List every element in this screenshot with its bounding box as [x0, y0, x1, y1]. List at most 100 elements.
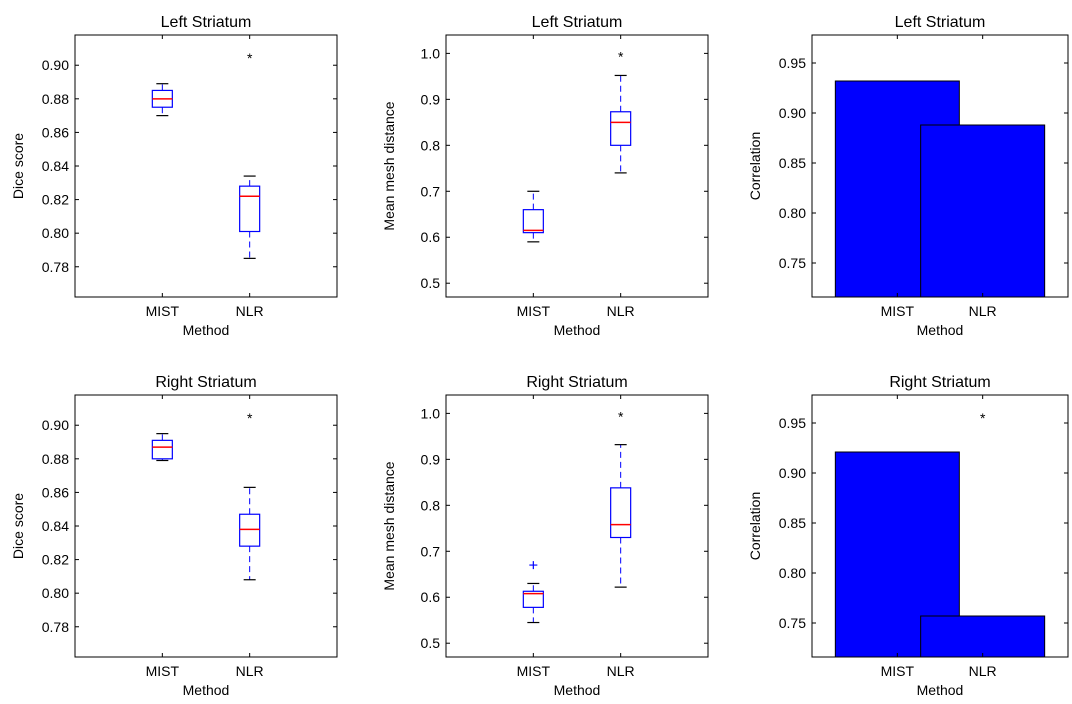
bar-nlr [920, 124, 1046, 298]
y-tick-label: 0.8 [421, 497, 441, 513]
y-tick-label: 0.90 [779, 465, 806, 481]
y-tick-label: 0.75 [779, 615, 806, 631]
significance-star: * [247, 410, 253, 426]
y-tick-label: 0.86 [42, 484, 69, 500]
subplot-3: 0.75 0.80 0.85 0.90 0.95 MIST NLR Left Striatum… [747, 14, 1069, 338]
iqr-box [239, 185, 261, 233]
axes-frame [74, 394, 338, 658]
boxplot-nlr [239, 175, 261, 259]
y-tick-label: 0.84 [42, 518, 69, 534]
boxplot-mist [151, 83, 173, 117]
y-tick-label: 0.6 [421, 229, 441, 245]
x-tick-label: NLR [607, 303, 635, 319]
y-tick-label: 0.86 [42, 124, 69, 140]
boxplot-mist [151, 433, 173, 462]
y-tick-label: 0.88 [42, 91, 69, 107]
y-tick-label: 0.84 [42, 158, 69, 174]
x-tick-label: NLR [969, 663, 997, 679]
significance-star: * [618, 48, 624, 64]
x-axis-label: Method [917, 322, 964, 338]
axes-frame [811, 394, 1069, 658]
subplot-1: 0.78 0.80 0.82 0.84 0.86 0.88 0.90 MIST NLR * Left… [10, 14, 338, 338]
iqr-box [522, 590, 544, 608]
significance-star: * [247, 50, 253, 66]
y-tick-label: 0.5 [421, 275, 441, 291]
outlier-marker [529, 561, 538, 570]
boxplot-nlr [239, 486, 261, 581]
y-axis-label: Correlation [747, 492, 763, 560]
subplot-5: 0.5 0.6 0.7 0.8 0.9 1.0 MIST NLR * Right Striatum… [381, 374, 709, 698]
y-tick-label: 0.80 [42, 225, 69, 241]
subplot-2: 0.5 0.6 0.7 0.8 0.9 1.0 MIST NLR * Left Striatum M… [381, 14, 709, 338]
x-tick-label: MIST [881, 303, 915, 319]
y-tick-label: 0.6 [421, 589, 441, 605]
y-tick-label: 0.75 [779, 255, 806, 271]
x-axis-label: Method [554, 322, 601, 338]
y-tick-label: 0.78 [42, 259, 69, 275]
y-tick-label: 1.0 [421, 405, 441, 421]
subplot-4: 0.78 0.80 0.82 0.84 0.86 0.88 0.90 MIST NLR * Righ… [10, 374, 338, 698]
y-tick-label: 0.90 [42, 417, 69, 433]
y-tick-label: 0.85 [779, 155, 806, 171]
y-tick-label: 0.88 [42, 451, 69, 467]
x-axis-label: Method [183, 682, 230, 698]
boxplot-mist [522, 561, 544, 624]
axes-frame [445, 394, 709, 658]
x-tick-label: NLR [236, 663, 264, 679]
y-tick-label: 0.7 [421, 543, 441, 559]
y-axis-label: Dice score [10, 133, 26, 199]
subplot-title: Left Striatum [161, 14, 252, 31]
y-tick-label: 0.95 [779, 55, 806, 71]
y-axis-label: Mean mesh distance [381, 101, 397, 230]
x-tick-label: MIST [146, 663, 180, 679]
significance-star: * [980, 410, 986, 426]
subplot-title: Left Striatum [532, 14, 623, 31]
y-tick-label: 0.95 [779, 415, 806, 431]
y-tick-label: 0.7 [421, 183, 441, 199]
axes-frame [74, 34, 338, 298]
x-tick-label: MIST [517, 663, 551, 679]
x-tick-label: NLR [969, 303, 997, 319]
y-tick-label: 0.80 [779, 205, 806, 221]
x-axis-label: Method [183, 322, 230, 338]
y-tick-label: 0.8 [421, 137, 441, 153]
axes-frame [445, 34, 709, 298]
y-tick-label: 0.82 [42, 192, 69, 208]
boxplot-nlr [610, 444, 632, 588]
y-tick-label: 0.80 [779, 565, 806, 581]
iqr-box [522, 209, 544, 234]
x-tick-label: MIST [881, 663, 915, 679]
iqr-box [610, 111, 632, 146]
iqr-box [151, 439, 173, 460]
y-axis-label: Dice score [10, 493, 26, 559]
x-tick-label: MIST [517, 303, 551, 319]
subplot-title: Right Striatum [526, 374, 627, 391]
y-tick-label: 0.82 [42, 552, 69, 568]
subplot-title: Left Striatum [895, 14, 986, 31]
y-tick-label: 1.0 [421, 45, 441, 61]
subplot-6: 0.75 0.80 0.85 0.90 0.95 MIST NLR * Right Striat… [747, 374, 1069, 698]
y-tick-label: 0.9 [421, 91, 441, 107]
x-tick-label: NLR [607, 663, 635, 679]
iqr-box [610, 487, 632, 539]
y-tick-label: 0.78 [42, 619, 69, 635]
y-axis-label: Correlation [747, 132, 763, 200]
boxplot-mist [522, 190, 544, 243]
y-tick-label: 0.5 [421, 635, 441, 651]
iqr-box [239, 513, 261, 547]
subplot-title: Right Striatum [889, 374, 990, 391]
y-tick-label: 0.90 [779, 105, 806, 121]
y-tick-label: 0.80 [42, 585, 69, 601]
x-tick-label: MIST [146, 303, 180, 319]
bar-nlr [920, 615, 1046, 658]
x-tick-label: NLR [236, 303, 264, 319]
boxplot-nlr [610, 74, 632, 174]
subplot-title: Right Striatum [155, 374, 256, 391]
y-tick-label: 0.90 [42, 57, 69, 73]
x-axis-label: Method [917, 682, 964, 698]
y-tick-label: 0.9 [421, 451, 441, 467]
significance-star: * [618, 408, 624, 424]
axes-frame [811, 34, 1069, 298]
y-axis-label: Mean mesh distance [381, 461, 397, 590]
